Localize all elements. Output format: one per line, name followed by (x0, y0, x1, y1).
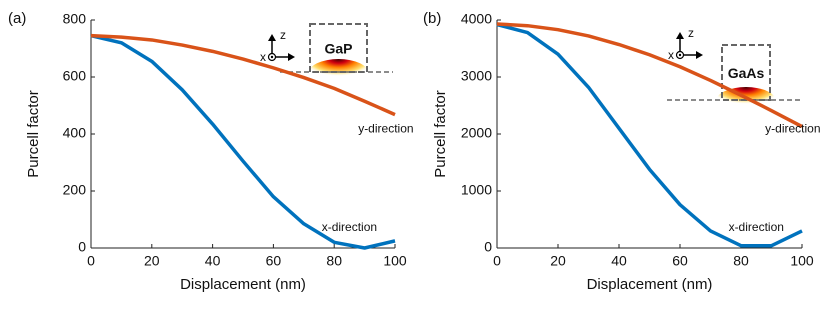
line-series (90, 33, 396, 250)
y-tick-label: 200 (63, 182, 87, 198)
y-tick-label: 2000 (461, 125, 492, 141)
inset-box (721, 44, 771, 101)
y-tick-label: 400 (63, 125, 87, 141)
x-tick-label: 0 (493, 253, 501, 269)
x-tick-label: 40 (205, 253, 221, 269)
inset-axis-label: z (280, 28, 286, 42)
x-tick-label: 20 (550, 253, 566, 269)
x-tick-label: 60 (266, 253, 282, 269)
line-series (90, 33, 396, 117)
panel-label: (a) (8, 10, 26, 27)
inset-axis-label: z (688, 26, 694, 40)
x-tick-label: 40 (611, 253, 627, 269)
y-tick-label: 0 (78, 239, 86, 255)
line-series (496, 22, 803, 248)
inset-origin-dot (270, 55, 274, 59)
panel-label: (b) (423, 10, 441, 27)
x-tick-label: 60 (672, 253, 688, 269)
y-tick-label: 800 (63, 11, 87, 27)
line-series (496, 22, 803, 129)
inset-origin-dot (678, 53, 682, 57)
y-tick-label: 4000 (461, 11, 492, 27)
inset-field (308, 59, 369, 87)
y-tick-label: 0 (484, 239, 492, 255)
y-axis-label: Purcell factor (432, 90, 449, 178)
series-label: x-direction (729, 220, 784, 234)
y-tick-label: 1000 (461, 182, 492, 198)
series-label: x-direction (322, 220, 377, 234)
series-label: y-direction (765, 122, 820, 136)
x-tick-label: 80 (326, 253, 342, 269)
inset-arrow (288, 53, 295, 61)
inset-axis-label: x (260, 50, 266, 64)
y-axis-label: Purcell factor (25, 90, 42, 178)
x-tick-label: 100 (790, 253, 814, 269)
inset-arrow (268, 34, 276, 41)
inset-arrow (676, 32, 684, 39)
inset-axis-label: x (668, 48, 674, 62)
x-tick-label: 80 (733, 253, 749, 269)
series-label: y-direction (358, 122, 413, 136)
inset-arrow (696, 51, 703, 59)
y-tick-label: 600 (63, 68, 87, 84)
inset-material: GaP (324, 41, 352, 57)
x-tick-label: 100 (383, 253, 407, 269)
x-tick-label: 20 (144, 253, 160, 269)
x-tick-label: 0 (87, 253, 95, 269)
x-axis-label: Displacement (nm) (180, 276, 306, 293)
inset-box (309, 23, 368, 73)
x-axis-label: Displacement (nm) (587, 276, 713, 293)
y-tick-label: 3000 (461, 68, 492, 84)
inset-material: GaAs (728, 65, 765, 81)
